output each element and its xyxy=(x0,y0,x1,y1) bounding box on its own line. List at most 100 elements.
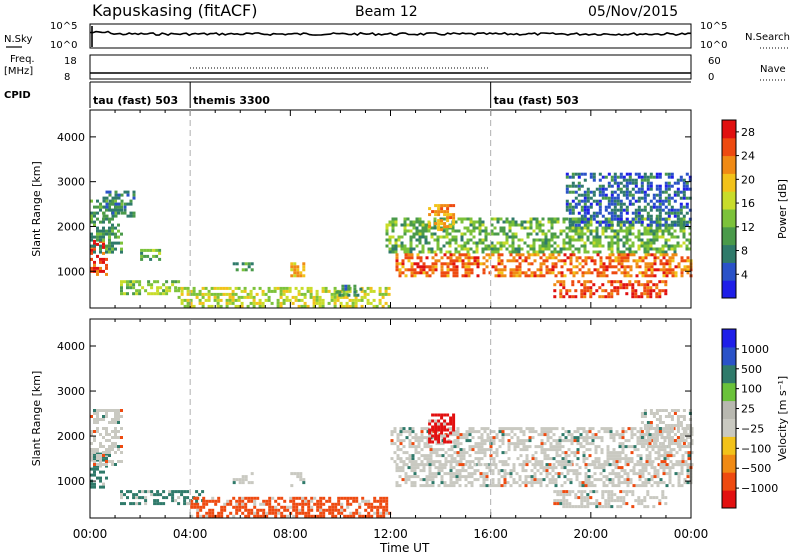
echo-cell xyxy=(319,502,323,506)
echo-cell xyxy=(568,244,572,248)
echo-cell xyxy=(562,499,566,503)
echo-cell xyxy=(90,442,93,445)
echo-cell xyxy=(429,448,433,452)
echo-cell xyxy=(667,229,671,233)
echo-cell xyxy=(431,434,435,438)
echo-cell xyxy=(559,493,563,497)
echo-cell xyxy=(673,439,677,442)
echo-cell xyxy=(359,287,363,291)
echo-cell xyxy=(607,226,611,230)
echo-cell xyxy=(425,274,429,278)
echo-cell xyxy=(352,514,356,518)
echo-cell xyxy=(312,301,316,305)
echo-cell xyxy=(240,301,244,305)
echo-cell xyxy=(536,469,540,473)
echo-cell xyxy=(450,433,454,437)
echo-cell xyxy=(450,445,454,449)
echo-cell xyxy=(685,247,689,251)
echo-cell xyxy=(247,514,251,518)
echo-cell xyxy=(633,448,637,452)
echo-cell xyxy=(117,229,120,233)
echo-cell xyxy=(574,505,578,509)
echo-cell xyxy=(468,439,472,443)
echo-cell xyxy=(539,274,543,278)
colorbar-swatch xyxy=(722,191,736,210)
echo-cell xyxy=(93,421,96,424)
echo-cell xyxy=(489,454,493,458)
echo-cell xyxy=(318,295,322,299)
echo-cell xyxy=(385,226,389,230)
echo-cell xyxy=(328,505,332,509)
echo-cell xyxy=(490,247,494,251)
echo-cell xyxy=(207,292,211,296)
echo-cell xyxy=(601,283,605,287)
echo-cell xyxy=(671,463,675,467)
echo-cell xyxy=(613,235,617,239)
echo-cell xyxy=(646,202,650,206)
echo-cell xyxy=(628,190,632,194)
echo-cell xyxy=(637,283,641,287)
echo-cell xyxy=(625,181,629,185)
echo-cell xyxy=(486,448,490,452)
echo-cell xyxy=(402,451,406,455)
echo-cell xyxy=(682,217,686,221)
echo-cell xyxy=(105,244,108,248)
echo-cell xyxy=(649,205,653,209)
echo-cell xyxy=(659,463,663,467)
echo-cell xyxy=(617,268,621,272)
echo-cell xyxy=(452,219,456,223)
echo-cell xyxy=(653,466,657,470)
echo-cell xyxy=(658,190,662,194)
echo-cell xyxy=(210,292,214,296)
echo-cell xyxy=(554,466,558,470)
echo-cell xyxy=(530,484,534,488)
echo-cell xyxy=(625,226,629,230)
echo-cell xyxy=(628,250,632,254)
echo-cell xyxy=(644,271,648,275)
echo-cell xyxy=(150,292,154,296)
echo-cell xyxy=(490,250,494,254)
echo-cell xyxy=(508,250,512,254)
echo-cell xyxy=(501,460,505,464)
echo-cell xyxy=(425,484,429,488)
echo-cell xyxy=(598,244,602,248)
echo-cell xyxy=(448,241,452,245)
echo-cell xyxy=(584,463,588,467)
echo-cell xyxy=(408,430,412,434)
echo-cell xyxy=(426,430,430,434)
echo-cell xyxy=(634,280,638,284)
velocity-y-axis-label: Slant Range [km] xyxy=(30,371,43,467)
echo-cell xyxy=(500,469,504,473)
echo-cell xyxy=(376,499,380,503)
echo-cell xyxy=(437,466,441,470)
echo-cell xyxy=(655,292,659,296)
echo-cell xyxy=(678,460,682,464)
echo-cell xyxy=(403,247,407,251)
echo-cell xyxy=(385,229,389,233)
echo-cell xyxy=(610,250,614,254)
colorbar-tick-label: 20 xyxy=(741,173,755,186)
echo-cell xyxy=(649,214,653,218)
echo-cell xyxy=(661,232,665,236)
echo-cell xyxy=(666,451,670,455)
echo-cell xyxy=(444,451,448,455)
echo-cell xyxy=(554,481,558,485)
echo-cell xyxy=(490,244,494,248)
echo-cell xyxy=(658,295,662,299)
echo-cell xyxy=(571,205,575,209)
echo-cell xyxy=(679,433,683,436)
echo-cell xyxy=(387,286,391,290)
echo-cell xyxy=(407,475,411,479)
echo-cell xyxy=(598,208,602,212)
echo-cell xyxy=(537,433,541,437)
echo-cell xyxy=(446,216,450,220)
echo-cell xyxy=(654,445,658,449)
echo-cell xyxy=(580,490,584,494)
echo-cell xyxy=(637,208,641,212)
echo-cell xyxy=(540,448,544,452)
echo-cell xyxy=(208,511,212,515)
echo-cell xyxy=(168,286,172,290)
echo-cell xyxy=(105,476,108,480)
echo-cell xyxy=(576,457,580,461)
echo-cell xyxy=(96,226,99,230)
